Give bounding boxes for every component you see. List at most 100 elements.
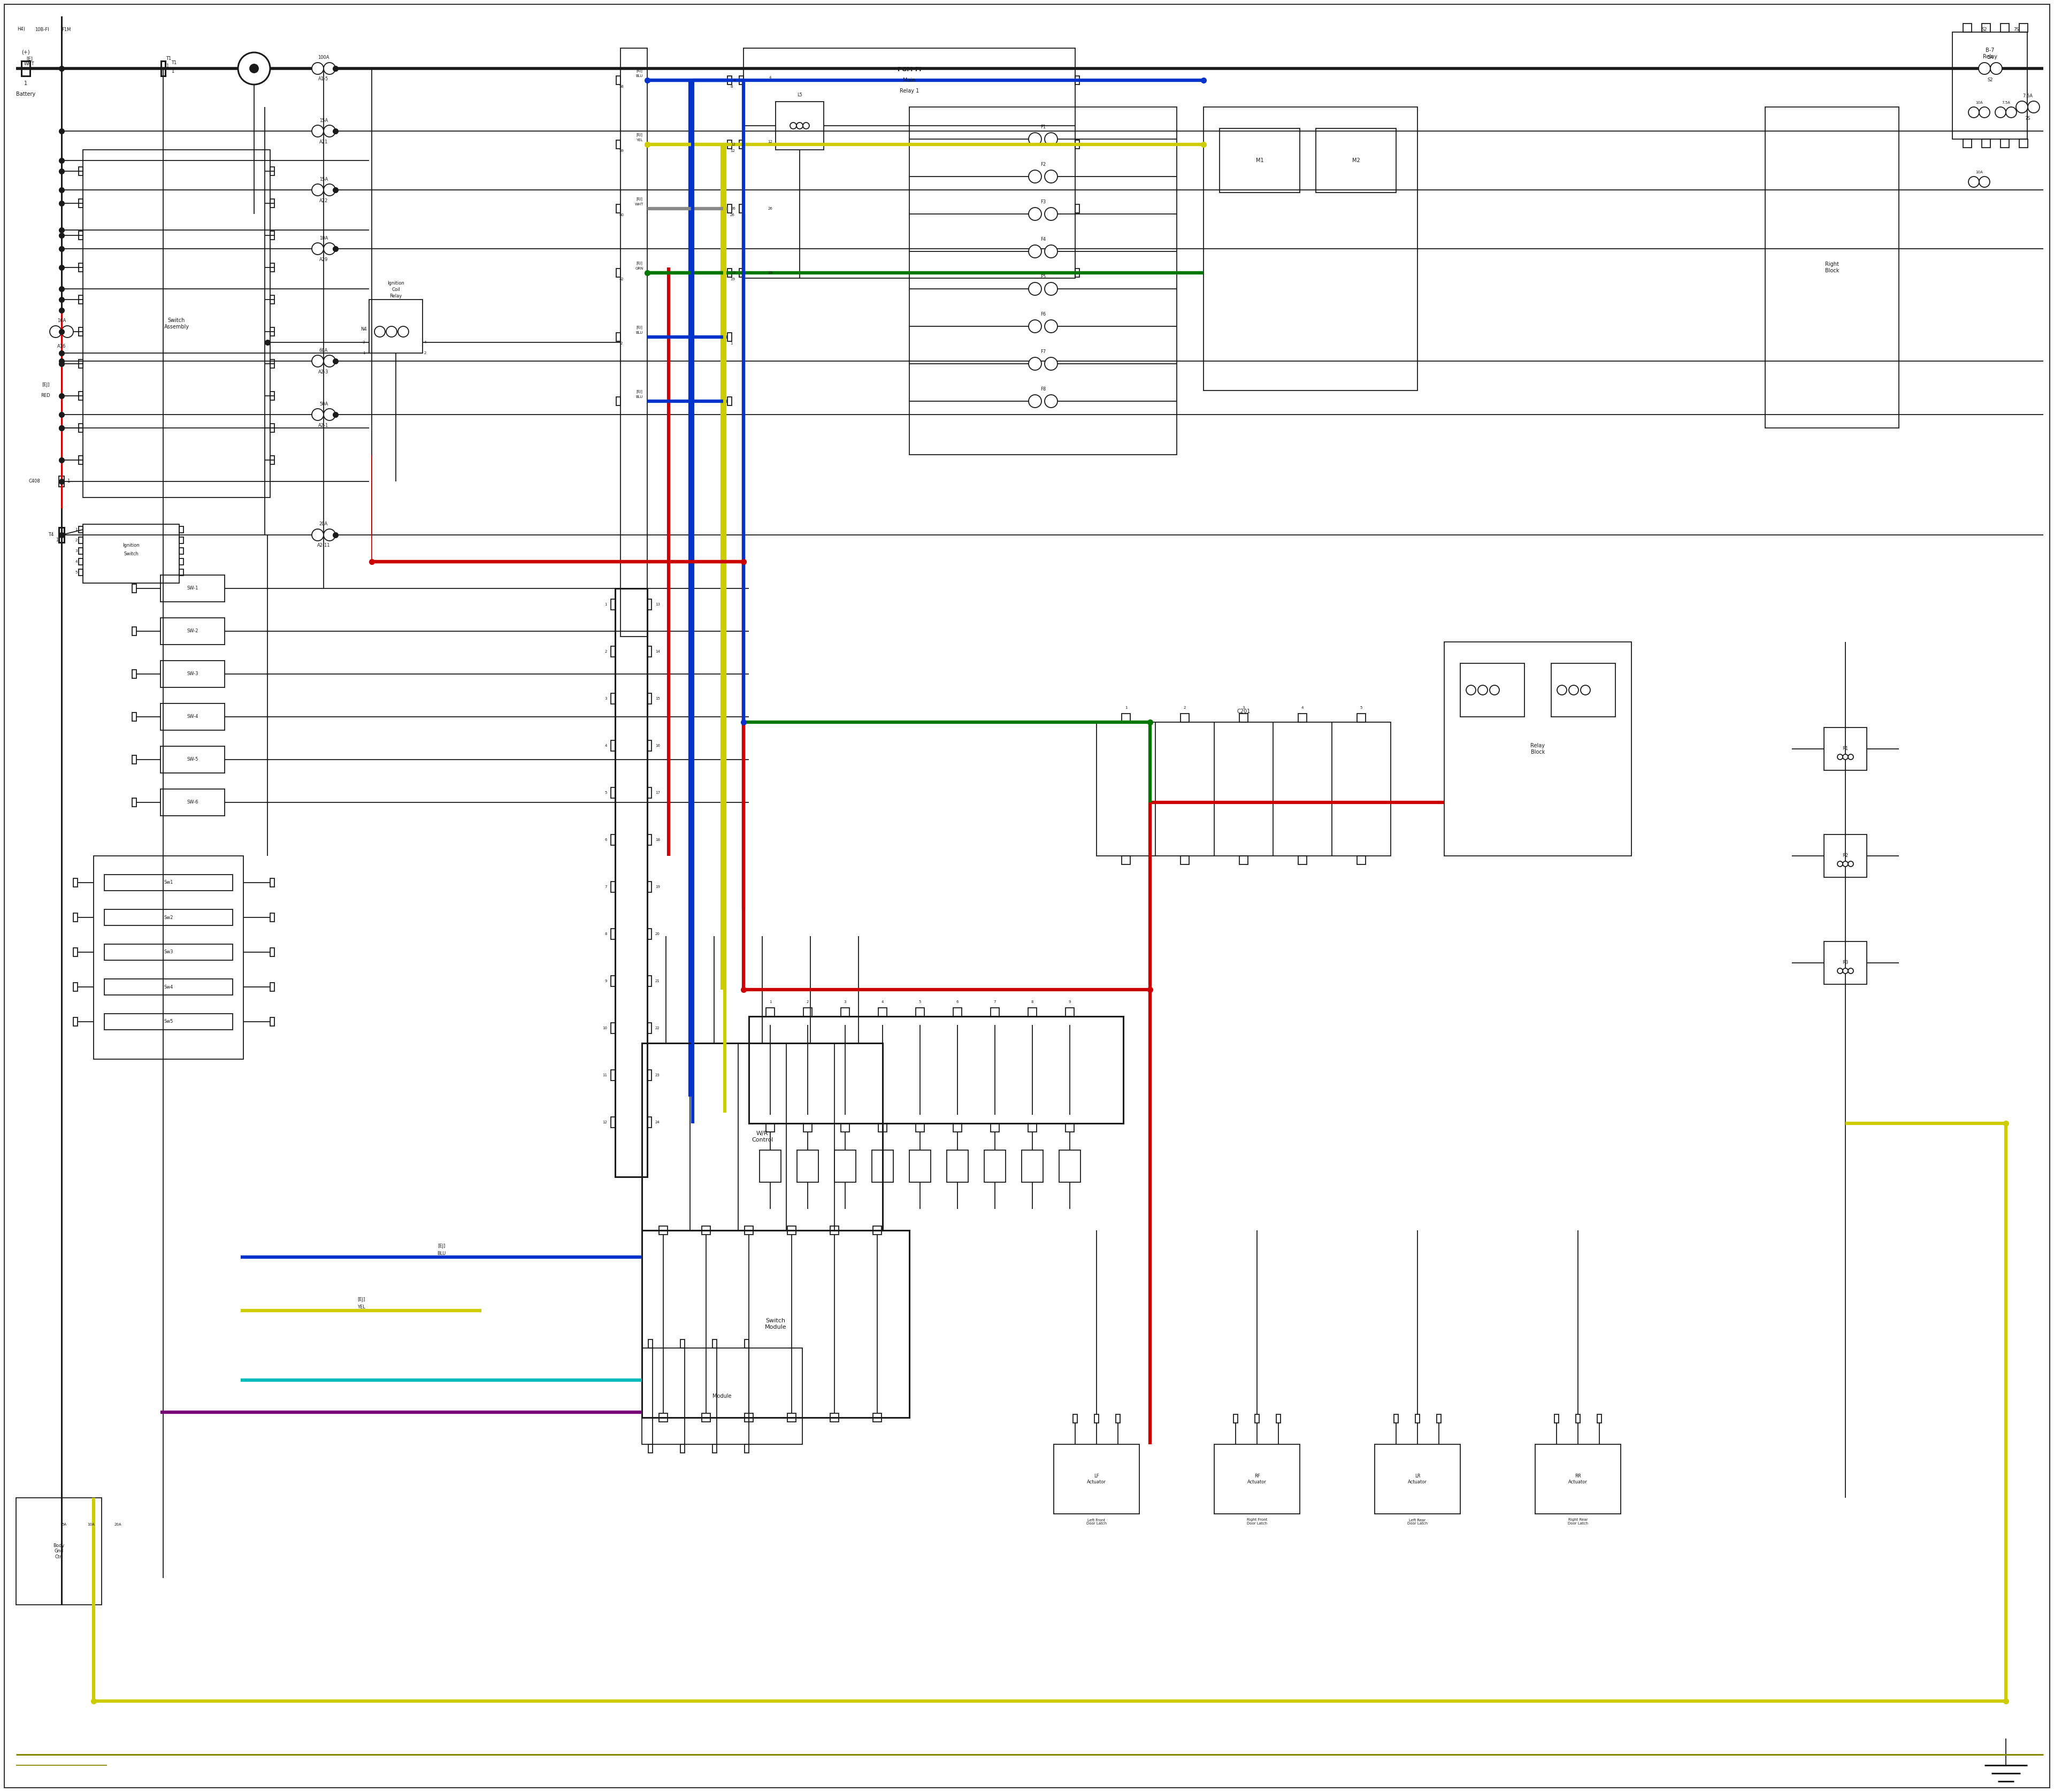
Circle shape [1980,177,1990,186]
Bar [916,1007,924,1016]
Text: 3: 3 [604,697,608,701]
Bar [990,1007,998,1016]
Text: 16: 16 [655,744,659,747]
Text: BLU: BLU [635,73,643,77]
Bar [60,477,64,487]
Text: 1: 1 [768,1000,772,1004]
Text: 20: 20 [655,932,659,935]
Text: 7.5A: 7.5A [2001,100,2011,104]
Circle shape [325,63,335,73]
Bar [1074,204,1080,213]
Circle shape [312,409,325,421]
Circle shape [238,52,271,84]
Text: 3: 3 [844,1000,846,1004]
Bar [830,1414,838,1421]
Text: 18: 18 [655,839,659,842]
Circle shape [325,355,335,367]
Text: 19: 19 [655,885,659,889]
Circle shape [386,326,396,337]
Bar [1964,140,1972,147]
Text: 2: 2 [604,650,608,652]
Bar [760,1150,781,1183]
Bar [105,978,232,995]
Circle shape [1029,394,1041,407]
Bar [94,857,242,1059]
Circle shape [1994,108,2007,118]
Bar [739,269,744,278]
Text: M1: M1 [1255,158,1263,163]
Text: R1: R1 [1842,747,1849,751]
Text: T4: T4 [47,532,53,538]
Text: 15: 15 [655,697,659,701]
Circle shape [398,326,409,337]
Circle shape [1569,685,1577,695]
Text: Module: Module [713,1394,731,1400]
Bar [1764,108,1898,428]
Text: 8: 8 [1031,1000,1033,1004]
Bar [910,108,1177,455]
Text: 4: 4 [423,340,427,344]
Bar [16,1498,101,1606]
Text: 1: 1 [362,351,366,355]
Bar [879,1007,887,1016]
Text: 12: 12 [768,140,772,143]
Text: N4: N4 [362,326,368,332]
Bar [610,599,614,609]
Bar [787,1414,797,1421]
Text: 5A: 5A [1988,56,1992,61]
Text: T1: T1 [166,56,170,61]
Text: 1: 1 [25,81,27,86]
Bar [739,204,744,213]
Circle shape [325,125,335,136]
Bar [1074,75,1080,84]
Bar [614,588,647,1177]
Bar [78,360,82,367]
Circle shape [1045,357,1058,371]
Bar [1239,857,1249,864]
Text: BLU: BLU [635,396,643,398]
Bar [131,627,136,636]
Bar [616,75,620,84]
Text: R2: R2 [1842,853,1849,858]
Circle shape [325,244,335,254]
Text: Left Rear
Door Latch: Left Rear Door Latch [1407,1518,1428,1525]
Bar [766,1124,774,1133]
Text: PGM-FI: PGM-FI [898,66,920,72]
Text: 1: 1 [68,478,70,484]
Text: W/R
Control: W/R Control [752,1131,772,1143]
Circle shape [1842,754,1849,760]
Bar [1982,140,1990,147]
Text: F2: F2 [1039,163,1045,167]
Bar [916,1124,924,1133]
Bar [131,754,136,763]
Bar [647,1023,651,1034]
Bar [1072,1414,1076,1423]
Bar [641,1231,910,1417]
Text: A21: A21 [318,140,329,143]
Bar [873,1414,881,1421]
Bar [647,787,651,797]
Text: WHT: WHT [635,202,643,206]
Bar [1276,1414,1280,1423]
Text: BLU: BLU [438,1251,446,1256]
Text: 15A: 15A [318,118,329,124]
Bar [1239,713,1249,722]
Text: 19: 19 [729,278,735,281]
Bar [1097,722,1391,857]
Bar [1074,269,1080,278]
Text: RF
Actuator: RF Actuator [1247,1473,1267,1484]
Bar [2001,140,2009,147]
Bar [647,882,651,892]
Circle shape [374,326,386,337]
Text: 10B-FI: 10B-FI [35,27,49,32]
Bar [1234,1414,1239,1423]
Bar [160,618,224,645]
Circle shape [1029,246,1041,258]
Bar [659,1226,668,1235]
Bar [1066,1124,1074,1133]
Text: 4: 4 [733,79,735,82]
Bar [647,975,651,986]
Text: 2: 2 [807,1000,809,1004]
Circle shape [1838,754,1842,760]
Bar [105,874,232,891]
